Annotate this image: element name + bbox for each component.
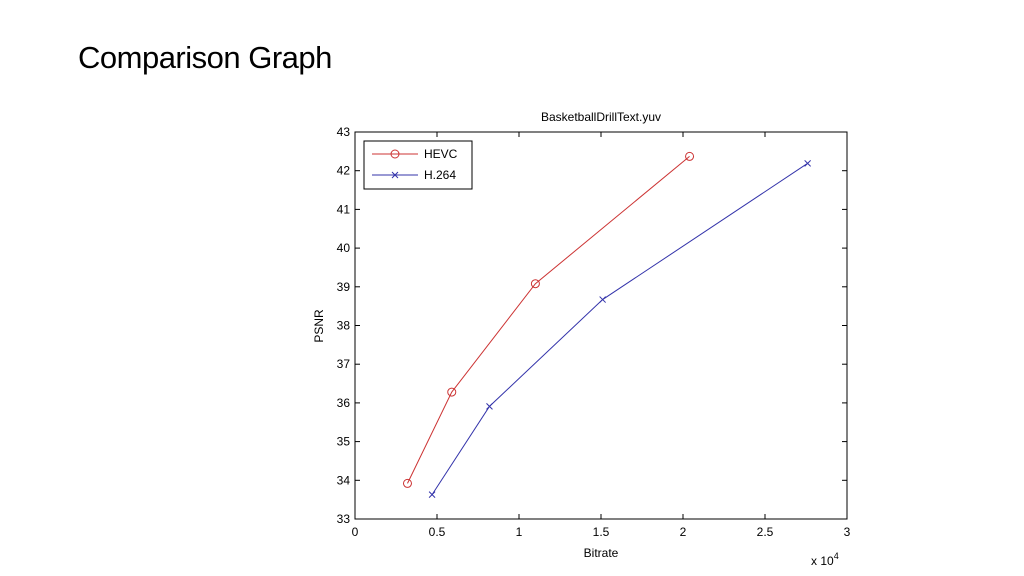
y-tick-label: 43 xyxy=(337,125,351,139)
y-tick-label: 39 xyxy=(337,280,351,294)
x-tick-label: 0.5 xyxy=(429,525,446,539)
x-axis-multiplier: x 104 xyxy=(811,551,839,568)
y-tick-label: 34 xyxy=(337,473,351,487)
x-tick-label: 3 xyxy=(844,525,851,539)
legend-box xyxy=(363,140,473,190)
plot-area xyxy=(354,131,848,520)
y-tick-label: 42 xyxy=(337,164,351,178)
data-point-x xyxy=(486,403,493,410)
legend-entry: H.264 xyxy=(372,168,456,182)
legend: HEVC H.264 xyxy=(363,140,473,190)
x-axis-multiplier-base: x 10 xyxy=(811,554,834,568)
chart-title: BasketballDrillText.yuv xyxy=(541,110,661,124)
y-axis-label: PSNR xyxy=(312,309,326,343)
y-tick-label: 38 xyxy=(337,319,351,333)
data-point-x xyxy=(804,159,811,167)
legend-label: H.264 xyxy=(424,168,456,182)
y-tick-label: 37 xyxy=(337,357,351,371)
series-line xyxy=(407,155,690,484)
y-tick-label: 40 xyxy=(337,241,351,255)
y-tick-label: 33 xyxy=(337,512,351,526)
data-point-x xyxy=(599,296,606,303)
y-tick-label: 35 xyxy=(337,435,351,449)
plot-frame xyxy=(354,131,848,520)
x-tick-label: 2.5 xyxy=(757,525,774,539)
x-tick-label: 2 xyxy=(680,525,687,539)
x-tick-label: 0 xyxy=(352,525,359,539)
y-tick-label: 36 xyxy=(337,396,351,410)
legend-label: HEVC xyxy=(424,147,458,161)
data-point-x xyxy=(428,491,436,498)
x-tick-label: 1 xyxy=(516,525,523,539)
legend-entry: HEVC xyxy=(372,147,458,161)
x-tick-label: 1.5 xyxy=(593,525,610,539)
data-point-circle xyxy=(685,151,695,161)
series-hevc xyxy=(402,151,695,488)
data-point-x xyxy=(391,171,399,179)
data-point-circle xyxy=(530,279,540,289)
slide-title: Comparison Graph xyxy=(78,40,332,75)
series-group xyxy=(402,151,811,498)
x-axis-label: Bitrate xyxy=(584,546,619,560)
data-point-circle xyxy=(390,149,400,159)
data-point-circle xyxy=(402,478,412,488)
series-line xyxy=(431,162,808,495)
series-h264 xyxy=(428,159,811,498)
y-tick-label: 41 xyxy=(337,202,351,216)
data-point-circle xyxy=(447,387,457,397)
x-axis-multiplier-exponent: 4 xyxy=(834,551,839,561)
